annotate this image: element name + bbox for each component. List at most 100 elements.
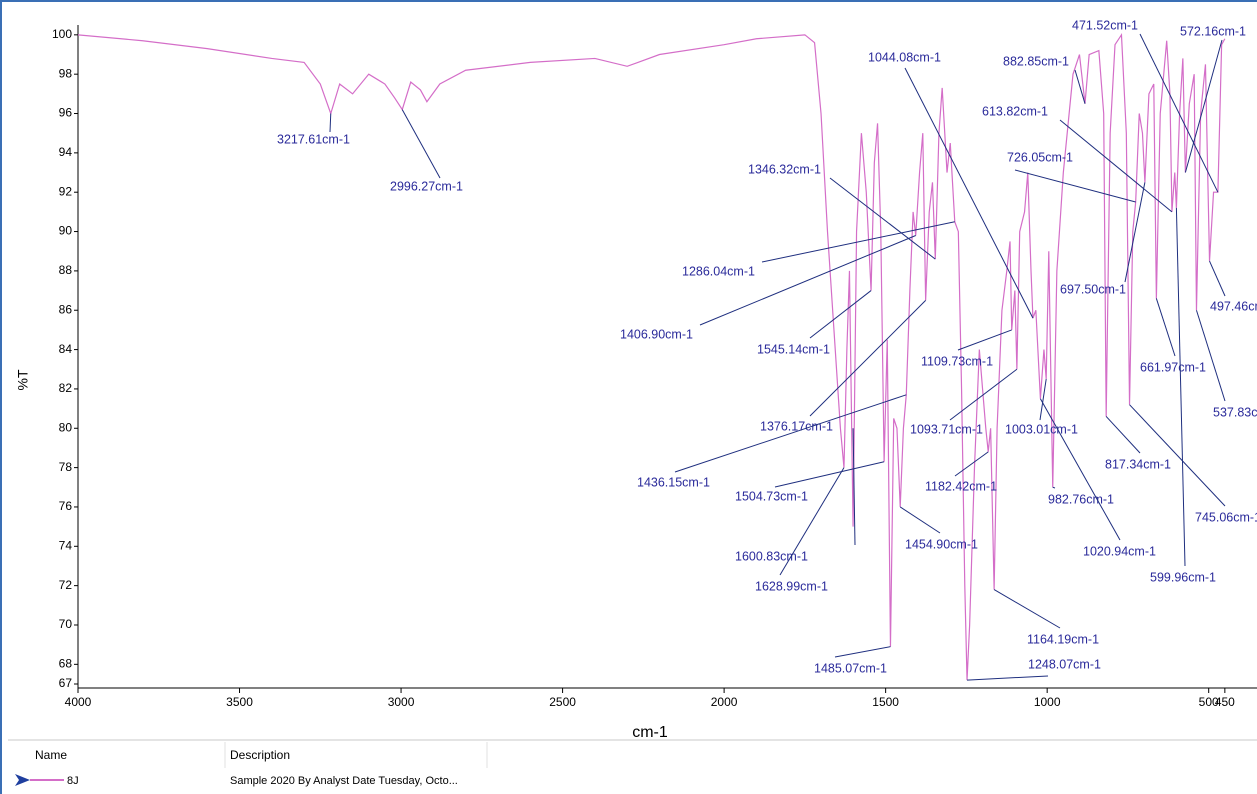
annotation-label: 745.06cm-1 — [1195, 510, 1257, 524]
y-tick-label: 100 — [52, 27, 72, 41]
x-tick-label: 2500 — [549, 695, 576, 709]
annotation-leader — [1209, 260, 1226, 297]
annotation-label: 1545.14cm-1 — [757, 342, 830, 356]
legend-description: Sample 2020 By Analyst Date Tuesday, Oct… — [230, 775, 458, 787]
selection-arrow — [15, 774, 30, 786]
annotation-leader — [1014, 169, 1136, 203]
y-tick-label: 86 — [59, 302, 73, 316]
y-tick-label: 88 — [59, 263, 73, 277]
annotation-leader — [1039, 379, 1047, 421]
y-tick-label: 94 — [59, 145, 73, 159]
x-tick-label: 500 — [1199, 695, 1219, 709]
annotation-label: 1436.15cm-1 — [637, 475, 710, 489]
annotation-leader — [954, 451, 989, 477]
annotation-label: 2996.27cm-1 — [390, 179, 463, 193]
y-tick-label: 98 — [59, 66, 73, 80]
annotation-leader — [1052, 486, 1056, 489]
y-tick-label: 74 — [59, 538, 73, 552]
annotation-label: 497.46cm-1 — [1210, 299, 1257, 313]
annotation-leader — [1129, 404, 1226, 507]
annotation-leader — [1105, 416, 1141, 454]
annotation-label: 3217.61cm-1 — [277, 132, 350, 146]
annotation-leader — [1184, 39, 1223, 173]
annotation-leader — [1175, 207, 1186, 567]
annotation-label: 1044.08cm-1 — [868, 50, 941, 64]
annotation-label: 1286.04cm-1 — [682, 264, 755, 278]
x-tick-label: 3000 — [388, 695, 415, 709]
annotation-label: 613.82cm-1 — [982, 104, 1048, 118]
annotation-leader — [1139, 33, 1219, 193]
annotation-leader — [809, 300, 926, 417]
annotation-leader — [899, 506, 941, 534]
y-tick-label: 80 — [59, 420, 73, 434]
annotation-leader — [761, 221, 955, 263]
annotation-label: 817.34cm-1 — [1105, 457, 1171, 471]
annotation-leader — [1059, 119, 1173, 213]
annotation-label: 1020.94cm-1 — [1083, 544, 1156, 558]
annotation-leader — [957, 329, 1012, 351]
y-tick-label: 96 — [59, 106, 73, 120]
y-axis-label: %T — [15, 369, 31, 390]
annotation-label: 661.97cm-1 — [1140, 360, 1206, 374]
annotation-leader — [674, 394, 907, 473]
x-tick-label: 450 — [1215, 695, 1235, 709]
annotation-label: 1003.01cm-1 — [1005, 422, 1078, 436]
annotation-label: 1406.90cm-1 — [620, 327, 693, 341]
annotation-leader — [699, 235, 916, 326]
y-tick-label: 82 — [59, 381, 73, 395]
column-header: Name — [35, 748, 67, 762]
y-tick-label: 84 — [59, 342, 73, 356]
annotation-leader — [809, 290, 872, 339]
y-tick-label: 70 — [59, 617, 73, 631]
annotation-leader — [1155, 298, 1176, 357]
annotation-leader — [949, 368, 1018, 421]
y-tick-label: 72 — [59, 578, 73, 592]
annotation-leader — [774, 461, 885, 488]
annotation-label: 882.85cm-1 — [1003, 54, 1069, 68]
y-tick-label: 68 — [59, 657, 73, 671]
y-tick-label: 78 — [59, 460, 73, 474]
annotation-label: 1346.32cm-1 — [748, 162, 821, 176]
annotation-leader — [904, 67, 1034, 319]
annotation-label: 982.76cm-1 — [1048, 492, 1114, 506]
annotation-leader — [829, 177, 936, 260]
annotation-label: 1109.73cm-1 — [921, 354, 993, 368]
annotation-label: 726.05cm-1 — [1007, 150, 1073, 164]
annotation-leader — [852, 428, 856, 546]
annotation-label: 1628.99cm-1 — [755, 579, 828, 593]
x-tick-label: 4000 — [65, 695, 92, 709]
legend-name[interactable]: 8J — [67, 775, 79, 787]
column-header: Description — [230, 748, 290, 762]
annotation-leader — [401, 109, 441, 179]
annotation-label: 572.16cm-1 — [1180, 24, 1246, 38]
annotation-label: 537.83cm-1 — [1213, 405, 1257, 419]
annotation-label: 1093.71cm-1 — [910, 422, 983, 436]
annotation-leader — [834, 646, 891, 658]
x-tick-label: 3500 — [226, 695, 253, 709]
y-tick-label: 76 — [59, 499, 73, 513]
annotation-label: 1164.19cm-1 — [1027, 632, 1099, 646]
annotation-label: 1600.83cm-1 — [735, 549, 808, 563]
x-tick-label: 2000 — [711, 695, 738, 709]
annotation-leader — [1195, 310, 1226, 402]
annotation-leader — [1074, 69, 1086, 104]
annotation-leader — [1124, 182, 1146, 283]
annotation-leader — [329, 113, 332, 133]
x-axis-label: cm-1 — [632, 724, 668, 741]
annotation-leader — [993, 589, 1061, 629]
annotation-label: 599.96cm-1 — [1150, 570, 1216, 584]
annotation-leader — [779, 467, 845, 576]
spectrum-line — [77, 32, 1226, 681]
annotation-leader — [967, 675, 1049, 681]
y-tick-label: 90 — [59, 224, 73, 238]
x-tick-label: 1500 — [872, 695, 899, 709]
annotation-label: 697.50cm-1 — [1060, 282, 1126, 296]
annotation-label: 1376.17cm-1 — [760, 419, 833, 433]
y-tick-label: 67 — [59, 676, 73, 690]
annotation-label: 1182.42cm-1 — [925, 479, 997, 493]
annotation-label: 1454.90cm-1 — [905, 537, 978, 551]
annotation-label: 1248.07cm-1 — [1028, 657, 1101, 671]
annotation-label: 1485.07cm-1 — [814, 661, 887, 675]
